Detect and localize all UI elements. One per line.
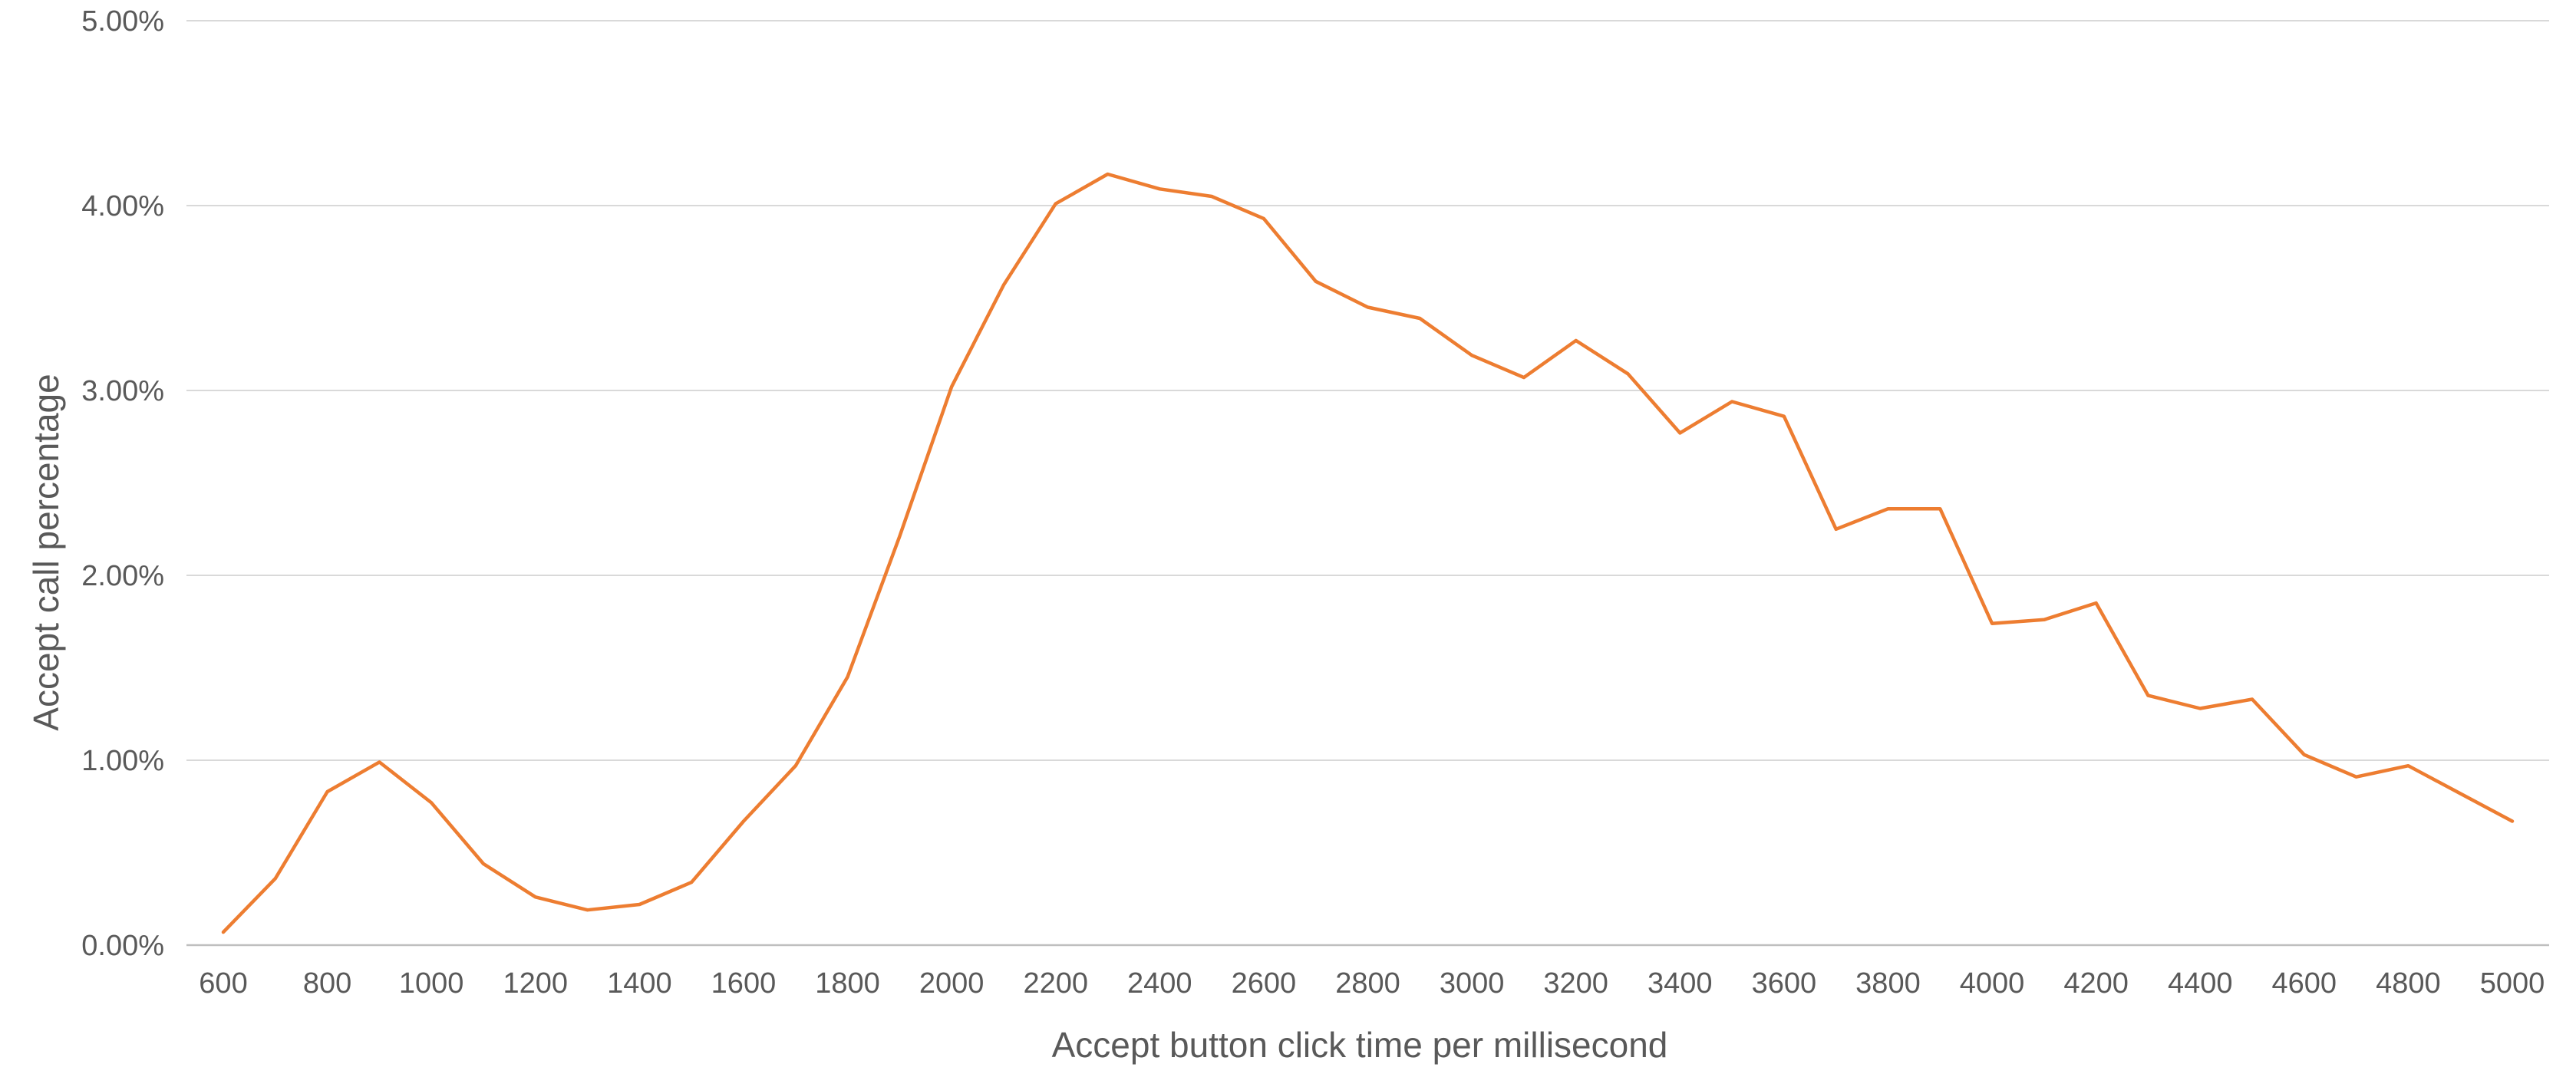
x-tick-label: 2200 bbox=[1023, 967, 1088, 1000]
x-tick-label: 5000 bbox=[2480, 967, 2545, 1000]
y-tick-label: 5.00% bbox=[81, 5, 164, 38]
x-tick-label: 1600 bbox=[711, 967, 777, 1000]
x-axis-title: Accept button click time per millisecond bbox=[1052, 1025, 1668, 1065]
y-axis-title: Accept call percentage bbox=[26, 374, 66, 730]
y-tick-label: 0.00% bbox=[81, 930, 164, 962]
x-tick-label: 4600 bbox=[2272, 967, 2337, 1000]
x-tick-label: 3400 bbox=[1648, 967, 1713, 1000]
x-tick-label: 4400 bbox=[2168, 967, 2233, 1000]
x-tick-label: 4000 bbox=[1960, 967, 2025, 1000]
y-tick-label: 2.00% bbox=[81, 560, 164, 592]
x-tick-label: 3600 bbox=[1752, 967, 1817, 1000]
x-tick-label: 3800 bbox=[1855, 967, 1921, 1000]
x-tick-label: 1400 bbox=[607, 967, 672, 1000]
y-tick-label: 1.00% bbox=[81, 745, 164, 777]
x-tick-label: 800 bbox=[303, 967, 351, 1000]
x-tick-label: 2000 bbox=[919, 967, 985, 1000]
x-tick-label: 2600 bbox=[1232, 967, 1297, 1000]
x-tick-label: 3200 bbox=[1543, 967, 1608, 1000]
x-tick-label: 600 bbox=[199, 967, 247, 1000]
x-tick-label: 2800 bbox=[1335, 967, 1400, 1000]
x-tick-label: 4800 bbox=[2376, 967, 2441, 1000]
series-layer bbox=[221, 172, 2515, 934]
x-tick-label: 1200 bbox=[503, 967, 568, 1000]
x-tick-label: 4200 bbox=[2063, 967, 2129, 1000]
x-axis-ticks: 600 800 1000 1200 1400 1600 1800 2000 2200 2400 26… bbox=[199, 967, 2545, 1000]
x-tick-label: 3000 bbox=[1440, 967, 1505, 1000]
x-tick-label: 1800 bbox=[815, 967, 880, 1000]
series-line bbox=[221, 172, 2515, 934]
x-tick-label: 1000 bbox=[399, 967, 464, 1000]
y-tick-label: 4.00% bbox=[81, 190, 164, 222]
y-tick-label: 3.00% bbox=[81, 375, 164, 407]
y-axis-ticks: 0.00% 1.00% 2.00% 3.00% 4.00% 5.00% bbox=[81, 5, 164, 962]
gridlines bbox=[186, 20, 2549, 947]
x-tick-label: 2400 bbox=[1127, 967, 1192, 1000]
